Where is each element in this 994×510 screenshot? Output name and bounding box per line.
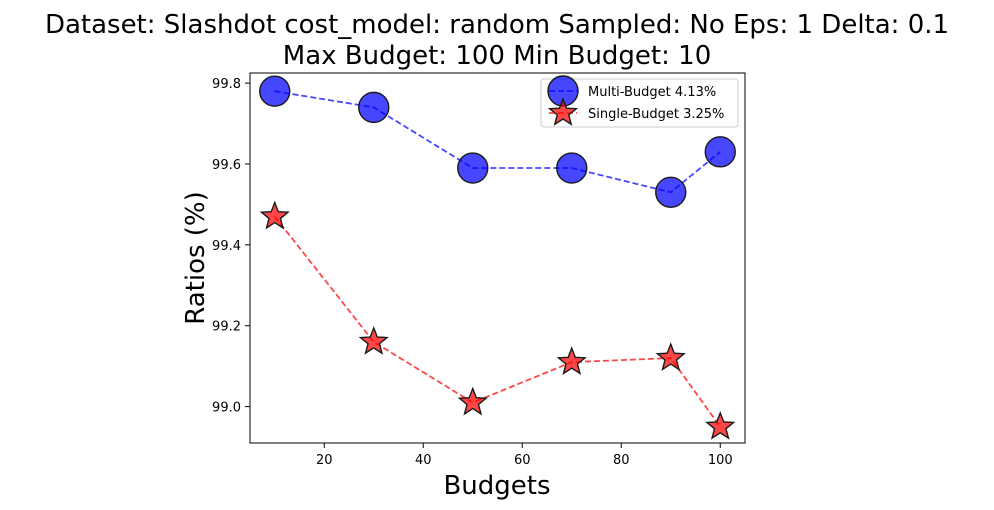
y-axis-ticks: 99.0 99.2 99.4 99.6 99.8: [212, 77, 250, 416]
legend-entry: Multi-Budget 4.13%: [547, 75, 716, 107]
data-point-circle: [655, 176, 687, 208]
series-line: [274, 215, 721, 428]
series-layer: [259, 75, 736, 440]
y-axis-label: Ratios (%): [181, 191, 211, 325]
x-tick-label: 100: [708, 453, 733, 468]
legend-entry: Single-Budget 3.25%: [547, 97, 724, 126]
y-tick-label: 99.2: [212, 320, 241, 335]
y-tick-label: 99.4: [212, 239, 241, 254]
data-point-circle: [358, 91, 390, 124]
data-point-circle: [259, 75, 291, 107]
legend-box: [540, 78, 739, 128]
legend-marker-star: [547, 97, 579, 126]
plot-area: [249, 72, 746, 444]
data-point-circle: [556, 152, 588, 184]
y-tick-label: 99.0: [212, 401, 241, 416]
chart-title-line2: Max Budget: 100 Min Budget: 10: [283, 41, 711, 71]
data-point-star: [556, 346, 587, 376]
y-tick-label: 99.8: [212, 77, 241, 92]
x-tick-label: 60: [514, 453, 531, 468]
x-tick-label: 20: [316, 453, 333, 468]
series-multi-budget: [259, 75, 736, 208]
legend-label: Single-Budget 3.25%: [588, 107, 724, 122]
series-single-budget: [259, 200, 736, 440]
data-point-star: [705, 410, 736, 440]
legend: Multi-Budget 4.13% Single-Budget 3.25%: [540, 75, 739, 128]
data-point-circle: [457, 152, 489, 184]
legend-label: Multi-Budget 4.13%: [588, 85, 716, 100]
y-tick-label: 99.6: [212, 158, 241, 173]
data-point-star: [655, 342, 686, 371]
data-point-circle: [704, 136, 736, 168]
x-tick-label: 80: [613, 453, 630, 468]
data-point-star: [457, 386, 488, 416]
data-point-star: [259, 200, 290, 230]
chart-title-line1: Dataset: Slashdot cost_model: random Sam…: [45, 10, 949, 40]
x-axis-ticks: 20 40 60 80 100: [316, 443, 733, 468]
plot-frame: [249, 72, 746, 444]
data-point-star: [358, 325, 389, 355]
x-axis-label: Budgets: [443, 471, 550, 501]
x-tick-label: 40: [415, 453, 432, 468]
